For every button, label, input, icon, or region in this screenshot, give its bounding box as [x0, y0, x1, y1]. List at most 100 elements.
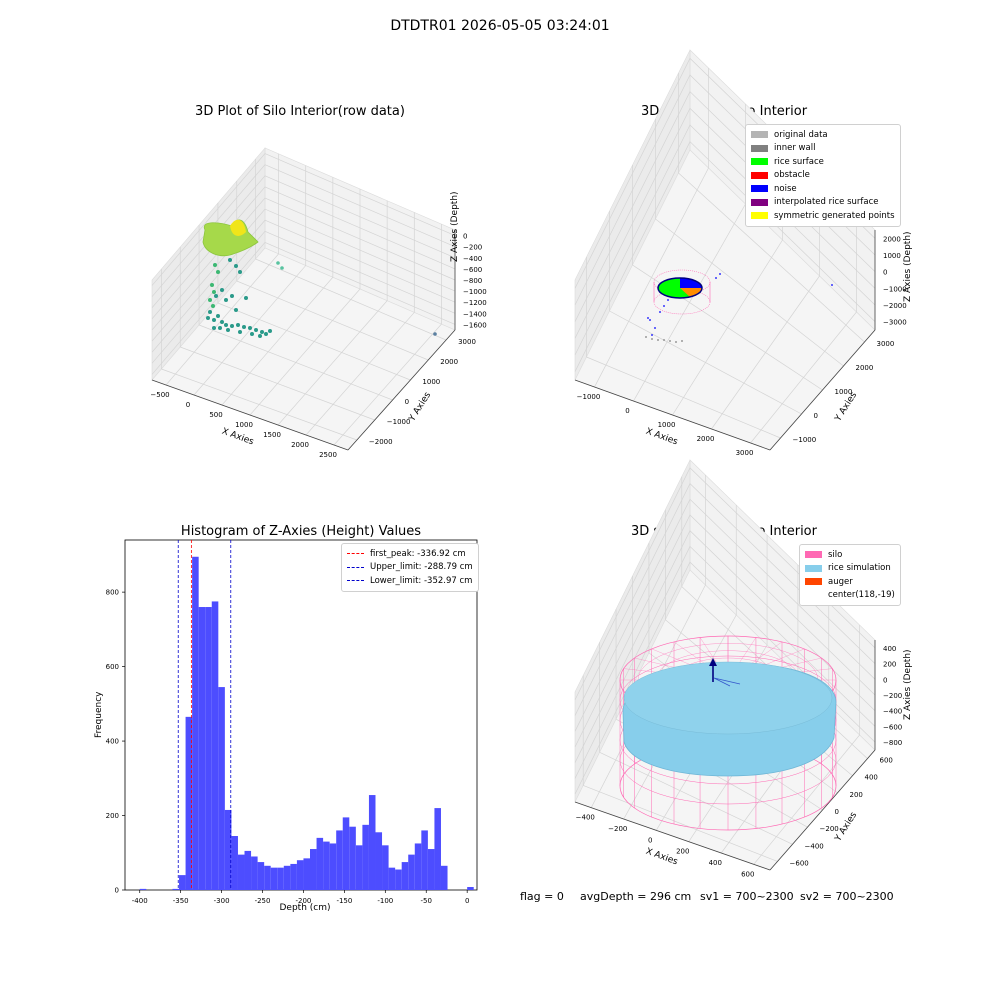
p2-y-axis-line — [769, 329, 876, 451]
p1-ytick: 3000 — [458, 338, 476, 346]
p1-point — [212, 318, 216, 322]
p1-grid-x — [249, 288, 361, 416]
legend-label: inner wall — [774, 143, 816, 154]
legend-entry: rice simulation — [805, 562, 895, 576]
p2-grid-y — [655, 218, 844, 367]
histogram-bar — [467, 887, 474, 890]
p4-y-axis-line — [769, 749, 876, 871]
histogram-bar — [218, 687, 225, 890]
legend-entry: Lower_limit: -352.97 cm — [347, 574, 473, 588]
histogram-bar — [316, 837, 324, 890]
legend-swatch — [751, 185, 768, 193]
p1-point — [210, 283, 214, 287]
histogram-bar — [310, 849, 317, 890]
histogram-xtick-label: -150 — [336, 897, 352, 905]
histogram-xtick-label: -200 — [296, 897, 312, 905]
p2-ztick: −2000 — [883, 302, 907, 310]
p1-grid-x — [165, 253, 279, 386]
panel2-legend: original data inner wall rice surface obsta… — [745, 124, 901, 227]
p1-point — [226, 328, 230, 332]
p1-point — [206, 316, 210, 320]
histogram-xtick-label: -250 — [255, 897, 271, 905]
p2-noise-point — [654, 327, 656, 329]
p4-xtick: 400 — [709, 859, 722, 867]
p1-point — [264, 332, 268, 336]
histogram-xtick-label: -300 — [214, 897, 230, 905]
p2-xtick: 2000 — [697, 435, 715, 443]
histogram-bar — [342, 817, 350, 890]
histogram-bar — [251, 856, 258, 890]
legend-entry: center(118,-19) — [805, 589, 895, 603]
p1-y-axis-line — [347, 329, 456, 451]
p1-point — [230, 324, 234, 328]
p1-point — [228, 258, 232, 262]
p1-surface-highlight — [230, 219, 246, 236]
p2-grid-z — [574, 141, 876, 372]
histogram-bar — [375, 832, 383, 890]
p1-ztick: 0 — [463, 233, 467, 241]
panel4-zlabel: Z Axies (Depth) — [903, 649, 913, 720]
histogram-bar — [440, 865, 448, 890]
p2-ztick: −1000 — [883, 285, 907, 293]
histogram-bar — [329, 843, 337, 890]
sv2-text: sv2 = 700~2300 — [800, 890, 894, 903]
legend-swatch — [751, 171, 768, 179]
p4-ztick: 0 — [883, 676, 887, 684]
histogram-ytick-label: 800 — [106, 589, 119, 597]
p1-grid-x — [277, 300, 388, 426]
p1-point — [220, 320, 224, 324]
histogram-bar — [434, 808, 441, 890]
p1-grid-y — [161, 368, 358, 441]
panel3-title: Histogram of Z-Axies (Height) Values — [180, 524, 422, 539]
p2-wall-point — [645, 336, 647, 338]
histogram-bar — [296, 860, 304, 890]
p2-ytick: −1000 — [793, 436, 817, 444]
legend-label: silo — [828, 549, 843, 560]
histogram-bar — [382, 845, 389, 890]
p2-orange-wedge — [680, 288, 703, 297]
p1-ytick: 0 — [405, 398, 409, 406]
p1-grid-z — [151, 197, 456, 331]
histogram-bar — [427, 849, 435, 890]
p4-ztick: −200 — [883, 692, 902, 700]
p1-ztick: −600 — [463, 266, 482, 274]
histogram-bar — [368, 795, 376, 890]
p1-grid-z — [151, 164, 456, 297]
p2-noise-point — [719, 273, 721, 275]
histogram-frame — [124, 539, 478, 891]
histogram-bar — [388, 867, 396, 890]
p4-ztick: 200 — [883, 661, 896, 669]
p1-grid-x — [305, 312, 415, 436]
p1-point — [280, 266, 284, 270]
p1-point — [242, 325, 246, 329]
histogram-bar — [231, 836, 238, 890]
histogram-bar — [172, 888, 180, 890]
p2-grid-y — [586, 356, 781, 439]
p1-xtick: 2000 — [291, 441, 309, 449]
histogram-bar — [303, 858, 311, 890]
legend-entry: obstacle — [751, 169, 895, 183]
legend-swatch — [751, 158, 768, 166]
p2-wall-point — [675, 341, 677, 343]
legend-entry: symmetric generated points — [751, 209, 895, 223]
legend-label: interpolated rice surface — [774, 197, 879, 208]
histogram-bar — [179, 875, 186, 890]
histogram-bar — [362, 824, 369, 890]
p4-xtick: 600 — [741, 870, 754, 878]
p2-noise-point — [831, 284, 833, 286]
p2-xtick: 0 — [625, 407, 629, 415]
p1-ztick: −1000 — [463, 288, 487, 296]
p2-noise-point — [649, 319, 651, 321]
p2-grid-z — [574, 107, 876, 339]
p1-point — [212, 326, 216, 330]
p1-xtick: 0 — [186, 401, 190, 409]
p1-grid-z — [151, 153, 456, 286]
p2-wall-point — [681, 340, 683, 342]
histogram-bar — [414, 843, 422, 890]
p1-point — [208, 298, 212, 302]
histogram-bar — [211, 601, 219, 890]
histogram-bar — [336, 830, 343, 890]
p1-point — [218, 326, 222, 330]
legend-swatch — [805, 592, 822, 599]
p2-ytick: 1000 — [835, 388, 853, 396]
